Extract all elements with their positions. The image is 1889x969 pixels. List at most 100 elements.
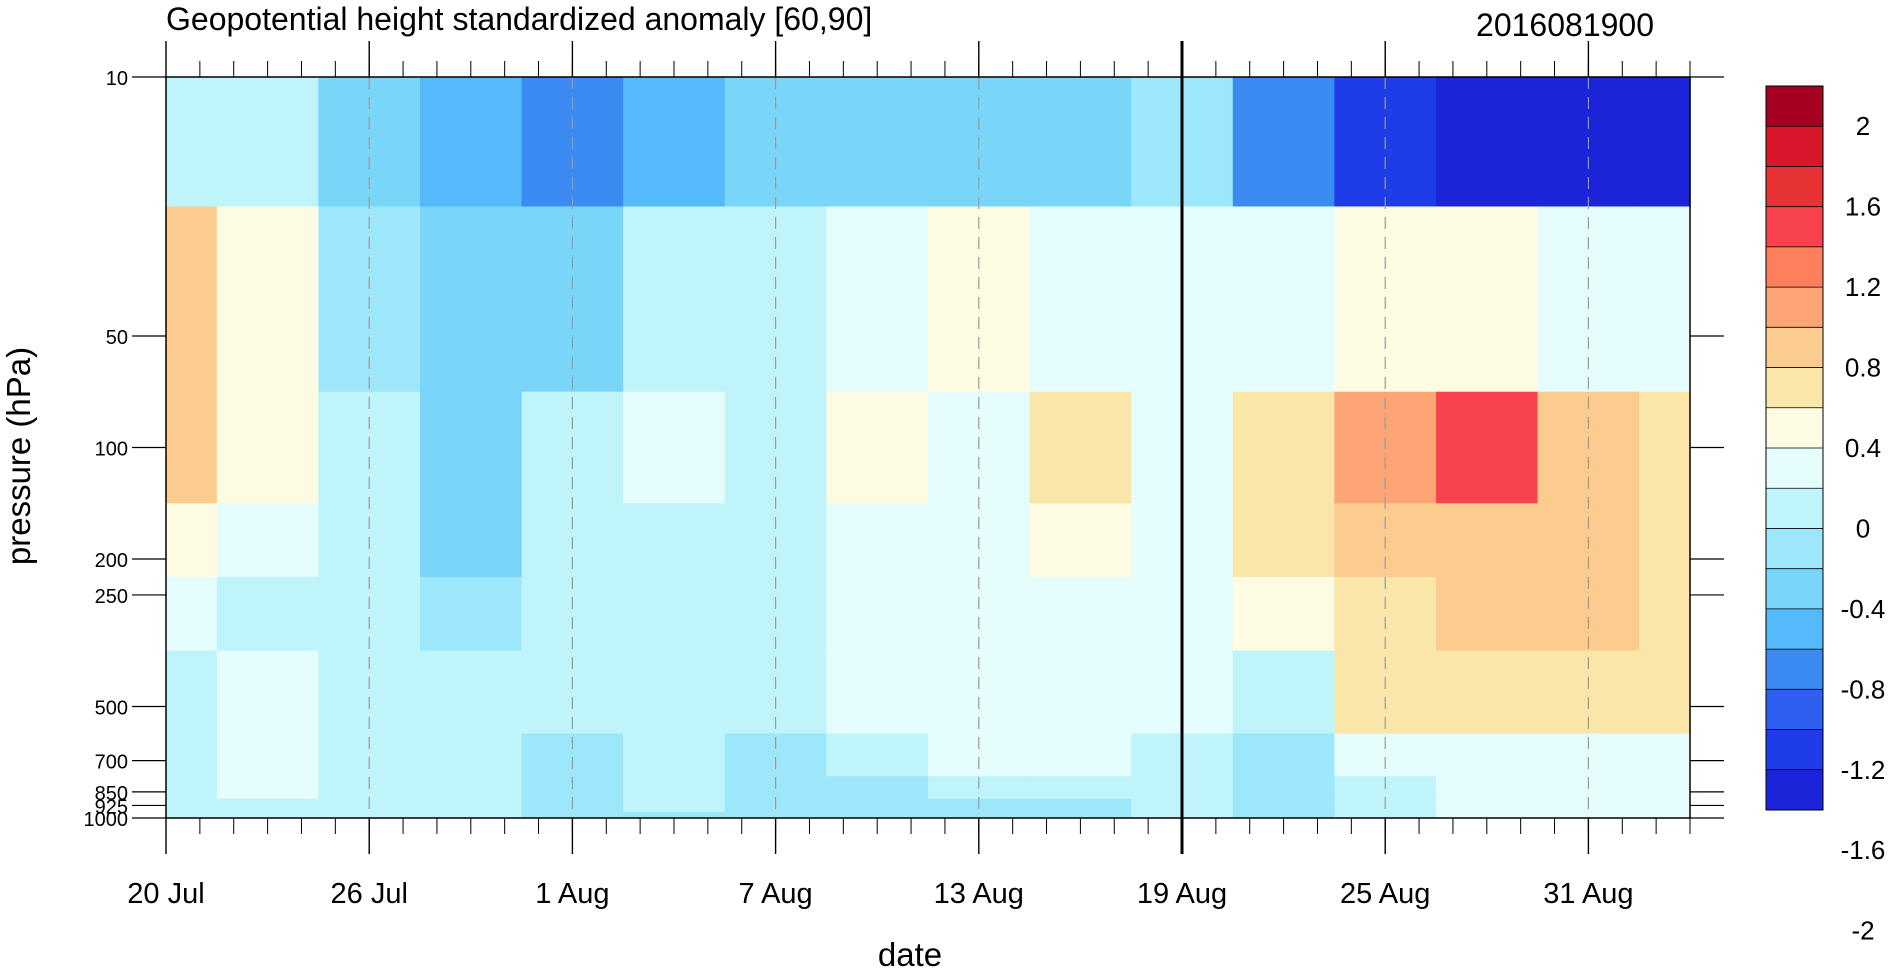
colorbar-bin (1766, 367, 1823, 409)
colorbar: 2 1.6 1.2 0.8 0.4 0 -0.4 -0.8 -1.2 -1.6 -2 (1765, 85, 1886, 946)
anomaly-cell (724, 811, 827, 819)
y-tick-label: 500 (95, 697, 128, 719)
anomaly-cell (826, 391, 929, 504)
anomaly-cell (623, 650, 726, 735)
chart-title: Geopotential height standardized anomaly… (166, 1, 872, 37)
colorbar-bin (1766, 689, 1823, 731)
anomaly-cell (1029, 576, 1132, 652)
colorbar-label: -1.2 (1841, 755, 1886, 785)
anomaly-cell (1639, 206, 1691, 393)
colorbar-label: -1.6 (1841, 835, 1886, 865)
anomaly-cell (166, 650, 218, 735)
anomaly-cell (826, 77, 929, 208)
anomaly-cell (216, 206, 319, 393)
anomaly-cell (420, 576, 523, 652)
anomaly-cell (1232, 503, 1335, 578)
y-tick-label: 700 (95, 752, 128, 774)
anomaly-cell (166, 576, 218, 652)
anomaly-cell (216, 811, 319, 819)
init-time-label: 2016081900 (1476, 7, 1654, 43)
anomaly-cell (826, 776, 929, 800)
chart-title-group: Geopotential height standardized anomaly… (166, 1, 1654, 43)
anomaly-cell (420, 391, 523, 504)
anomaly-cell (623, 206, 726, 393)
anomaly-cell (166, 776, 218, 800)
anomaly-cell (1029, 811, 1132, 819)
colorbar-bin (1766, 86, 1823, 127)
y-tick-label: 200 (95, 550, 128, 572)
anomaly-cell (826, 206, 929, 393)
anomaly-cell (420, 811, 523, 819)
colorbar-bin (1766, 729, 1823, 771)
x-tick-label: 20 Jul (127, 878, 204, 910)
anomaly-cell (1029, 503, 1132, 578)
anomaly-cell (1029, 798, 1132, 813)
colorbar-label: 0.4 (1845, 433, 1881, 463)
colorbar-bin (1766, 287, 1823, 328)
anomaly-cell (623, 391, 726, 504)
anomaly-cell (1436, 733, 1539, 777)
anomaly-cell (216, 77, 319, 208)
anomaly-cell (1639, 776, 1691, 800)
anomaly-cell (1639, 811, 1691, 819)
anomaly-cell (623, 733, 726, 777)
anomaly-cell (826, 798, 929, 813)
anomaly-cell (166, 503, 218, 578)
y-tick-label: 250 (95, 586, 128, 608)
colorbar-bin (1766, 407, 1823, 449)
anomaly-cell (166, 733, 218, 777)
anomaly-cell (216, 733, 319, 777)
colorbar-bin (1766, 246, 1823, 288)
y-axis-title: pressure (hPa) (0, 347, 37, 565)
colorbar-label: -0.4 (1841, 594, 1886, 624)
anomaly-cell (318, 811, 421, 819)
x-tick-label: 31 Aug (1543, 878, 1633, 910)
anomaly-cell (1639, 733, 1691, 777)
anomaly-cell (1436, 503, 1539, 578)
anomaly-cell (1232, 206, 1335, 393)
anomaly-cell (420, 77, 523, 208)
anomaly-cell (623, 776, 726, 800)
anomaly-cell (420, 503, 523, 578)
anomaly-cell (1334, 811, 1437, 819)
y-tick-label: 100 (95, 439, 128, 461)
colorbar-bin (1766, 769, 1823, 811)
anomaly-cell (166, 77, 218, 208)
anomaly-cell (1232, 798, 1335, 813)
anomaly-cell (1436, 776, 1539, 800)
anomaly-cell (1537, 811, 1640, 819)
colorbar-label: -2 (1851, 916, 1874, 946)
contour-fill (166, 77, 1691, 819)
anomaly-cell (1436, 391, 1539, 504)
anomaly-cell (1639, 798, 1691, 813)
colorbar-bin (1766, 528, 1823, 570)
colorbar-bin (1766, 448, 1823, 489)
x-tick-label: 26 Jul (331, 878, 408, 910)
date-gridlines (368, 77, 1590, 818)
x-tick-label: 1 Aug (535, 878, 609, 910)
anomaly-cell (166, 206, 218, 393)
anomaly-cell (928, 811, 1031, 819)
anomaly-cell (216, 798, 319, 813)
colorbar-label: 1.2 (1845, 272, 1881, 302)
colorbar-label: 2 (1856, 111, 1870, 141)
anomaly-cell (216, 650, 319, 735)
anomaly-cell (1029, 776, 1132, 800)
x-tick-label: 13 Aug (934, 878, 1024, 910)
x-axis: 20 Jul 26 Jul 1 Aug 7 Aug 13 Aug 19 Aug 25 Aug… (127, 41, 1691, 910)
y-tick-label: 850 (95, 783, 128, 805)
anomaly-cell (623, 811, 726, 819)
anomaly-cell (1232, 733, 1335, 777)
anomaly-cell (1436, 798, 1539, 813)
anomaly-cell (1639, 77, 1691, 208)
y-tick-label: 50 (106, 327, 128, 349)
anomaly-cell (420, 776, 523, 800)
anomaly-cell (1436, 811, 1539, 819)
anomaly-cell (1436, 77, 1539, 208)
colorbar-label: -0.8 (1841, 674, 1886, 704)
anomaly-cell (1029, 650, 1132, 735)
colorbar-bin (1766, 568, 1823, 610)
colorbar-label: 1.6 (1845, 192, 1881, 222)
